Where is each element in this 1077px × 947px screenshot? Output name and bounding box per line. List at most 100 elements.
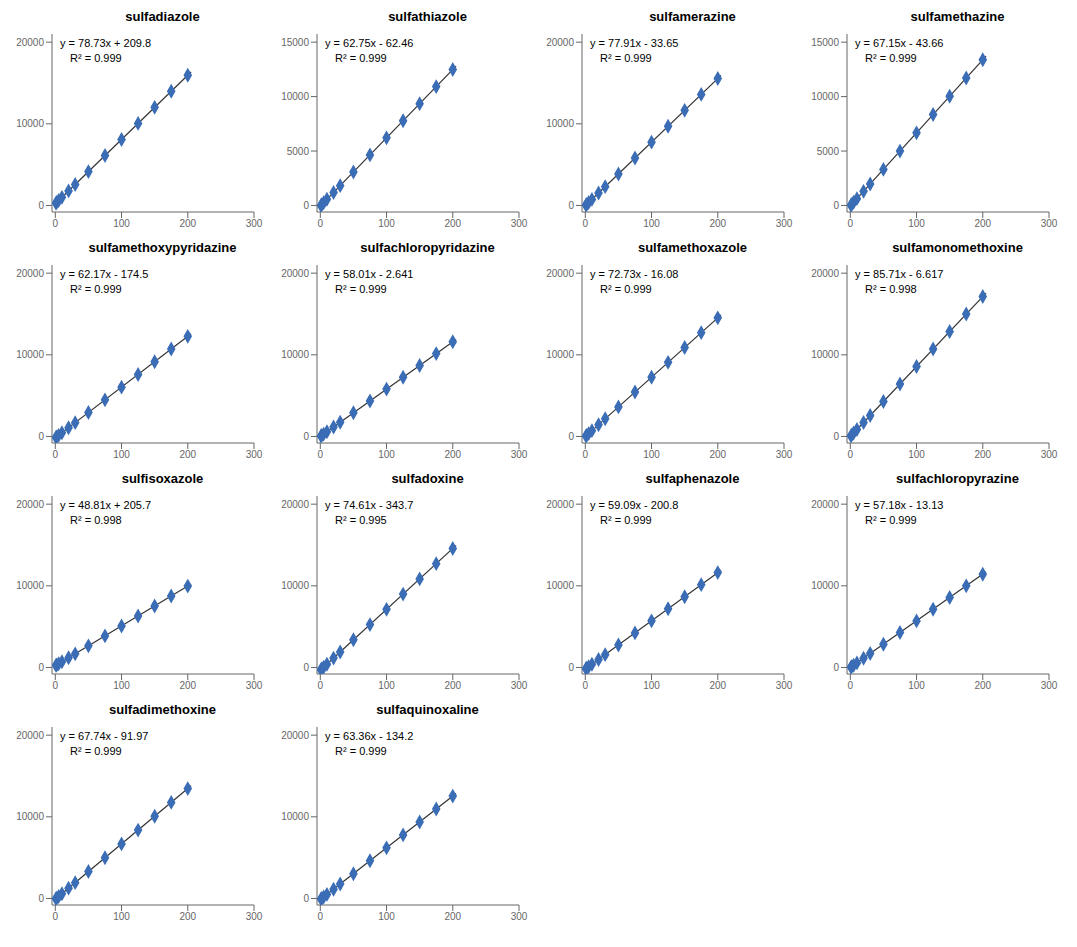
svg-text:20000: 20000 [281, 730, 309, 741]
svg-text:200: 200 [444, 911, 461, 922]
svg-text:100: 100 [113, 680, 130, 691]
svg-text:0: 0 [318, 449, 324, 460]
svg-text:0: 0 [318, 218, 324, 229]
svg-text:0: 0 [303, 662, 309, 673]
svg-text:10000: 10000 [16, 811, 44, 822]
svg-text:200: 200 [709, 680, 726, 691]
svg-text:100: 100 [378, 218, 395, 229]
svg-text:20000: 20000 [811, 499, 839, 510]
svg-text:10000: 10000 [811, 349, 839, 360]
svg-text:200: 200 [444, 449, 461, 460]
svg-text:0: 0 [568, 200, 574, 211]
svg-text:300: 300 [511, 449, 528, 460]
svg-text:10000: 10000 [546, 118, 574, 129]
svg-text:100: 100 [378, 449, 395, 460]
svg-text:0: 0 [53, 449, 59, 460]
svg-text:300: 300 [511, 218, 528, 229]
svg-text:20000: 20000 [16, 268, 44, 279]
svg-text:300: 300 [776, 449, 793, 460]
svg-text:100: 100 [113, 449, 130, 460]
svg-text:200: 200 [709, 449, 726, 460]
svg-text:10000: 10000 [281, 811, 309, 822]
svg-text:20000: 20000 [16, 499, 44, 510]
svg-text:20000: 20000 [546, 499, 574, 510]
svg-text:0: 0 [53, 911, 59, 922]
svg-text:200: 200 [974, 218, 991, 229]
svg-text:10000: 10000 [16, 118, 44, 129]
svg-text:0: 0 [848, 218, 854, 229]
svg-text:0: 0 [38, 431, 44, 442]
svg-text:0: 0 [38, 893, 44, 904]
svg-text:5000: 5000 [817, 146, 840, 157]
svg-text:20000: 20000 [16, 730, 44, 741]
svg-text:100: 100 [908, 449, 925, 460]
svg-text:20000: 20000 [811, 268, 839, 279]
svg-text:20000: 20000 [281, 499, 309, 510]
svg-text:100: 100 [643, 218, 660, 229]
svg-text:300: 300 [246, 911, 263, 922]
svg-text:300: 300 [1041, 449, 1058, 460]
svg-text:100: 100 [378, 680, 395, 691]
svg-text:0: 0 [583, 218, 589, 229]
svg-text:0: 0 [583, 680, 589, 691]
svg-text:100: 100 [113, 911, 130, 922]
svg-text:0: 0 [38, 662, 44, 673]
svg-text:0: 0 [53, 218, 59, 229]
svg-text:15000: 15000 [811, 37, 839, 48]
svg-text:200: 200 [179, 218, 196, 229]
svg-text:10000: 10000 [546, 580, 574, 591]
svg-text:0: 0 [833, 662, 839, 673]
svg-text:5000: 5000 [287, 146, 310, 157]
svg-text:300: 300 [246, 218, 263, 229]
svg-text:10000: 10000 [16, 349, 44, 360]
svg-text:200: 200 [179, 911, 196, 922]
svg-text:10000: 10000 [281, 580, 309, 591]
svg-text:0: 0 [583, 449, 589, 460]
svg-text:100: 100 [643, 680, 660, 691]
svg-text:200: 200 [709, 218, 726, 229]
svg-text:100: 100 [113, 218, 130, 229]
svg-text:300: 300 [511, 680, 528, 691]
svg-text:100: 100 [643, 449, 660, 460]
svg-text:200: 200 [974, 449, 991, 460]
svg-text:10000: 10000 [16, 580, 44, 591]
svg-text:0: 0 [38, 200, 44, 211]
svg-text:20000: 20000 [546, 268, 574, 279]
svg-text:100: 100 [378, 911, 395, 922]
svg-text:300: 300 [511, 911, 528, 922]
svg-text:0: 0 [303, 431, 309, 442]
svg-text:0: 0 [568, 662, 574, 673]
svg-text:0: 0 [303, 200, 309, 211]
svg-text:200: 200 [444, 218, 461, 229]
svg-text:10000: 10000 [281, 91, 309, 102]
svg-text:300: 300 [1041, 218, 1058, 229]
svg-text:100: 100 [908, 218, 925, 229]
svg-text:100: 100 [908, 680, 925, 691]
svg-text:10000: 10000 [811, 580, 839, 591]
svg-text:300: 300 [776, 218, 793, 229]
svg-text:20000: 20000 [16, 37, 44, 48]
svg-text:200: 200 [974, 680, 991, 691]
svg-text:300: 300 [776, 680, 793, 691]
svg-text:10000: 10000 [546, 349, 574, 360]
svg-text:200: 200 [179, 680, 196, 691]
svg-text:0: 0 [303, 893, 309, 904]
svg-text:0: 0 [833, 200, 839, 211]
svg-text:15000: 15000 [281, 37, 309, 48]
svg-text:10000: 10000 [811, 91, 839, 102]
svg-text:20000: 20000 [281, 268, 309, 279]
svg-text:10000: 10000 [281, 349, 309, 360]
svg-text:0: 0 [848, 449, 854, 460]
svg-text:20000: 20000 [546, 37, 574, 48]
svg-text:200: 200 [444, 680, 461, 691]
svg-text:0: 0 [318, 680, 324, 691]
svg-text:0: 0 [53, 680, 59, 691]
svg-text:300: 300 [246, 680, 263, 691]
svg-text:0: 0 [833, 431, 839, 442]
svg-text:200: 200 [179, 449, 196, 460]
svg-text:0: 0 [848, 680, 854, 691]
svg-text:0: 0 [318, 911, 324, 922]
svg-text:0: 0 [568, 431, 574, 442]
svg-text:300: 300 [246, 449, 263, 460]
svg-text:300: 300 [1041, 680, 1058, 691]
